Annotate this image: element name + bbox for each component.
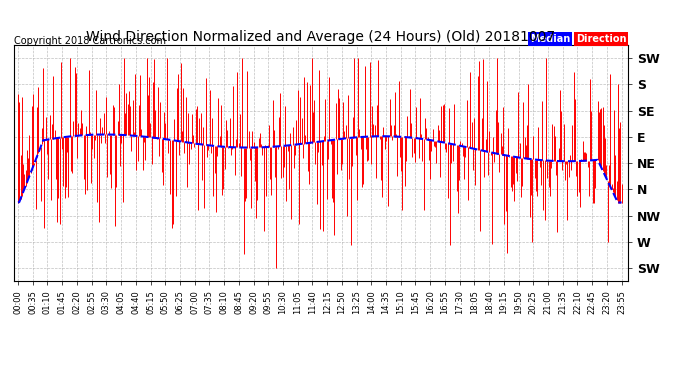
Title: Wind Direction Normalized and Average (24 Hours) (Old) 20181007: Wind Direction Normalized and Average (2… bbox=[86, 30, 555, 44]
Text: Copyright 2018 Cartronics.com: Copyright 2018 Cartronics.com bbox=[14, 36, 166, 45]
Text: Direction: Direction bbox=[575, 34, 627, 44]
Text: Median: Median bbox=[530, 34, 570, 44]
